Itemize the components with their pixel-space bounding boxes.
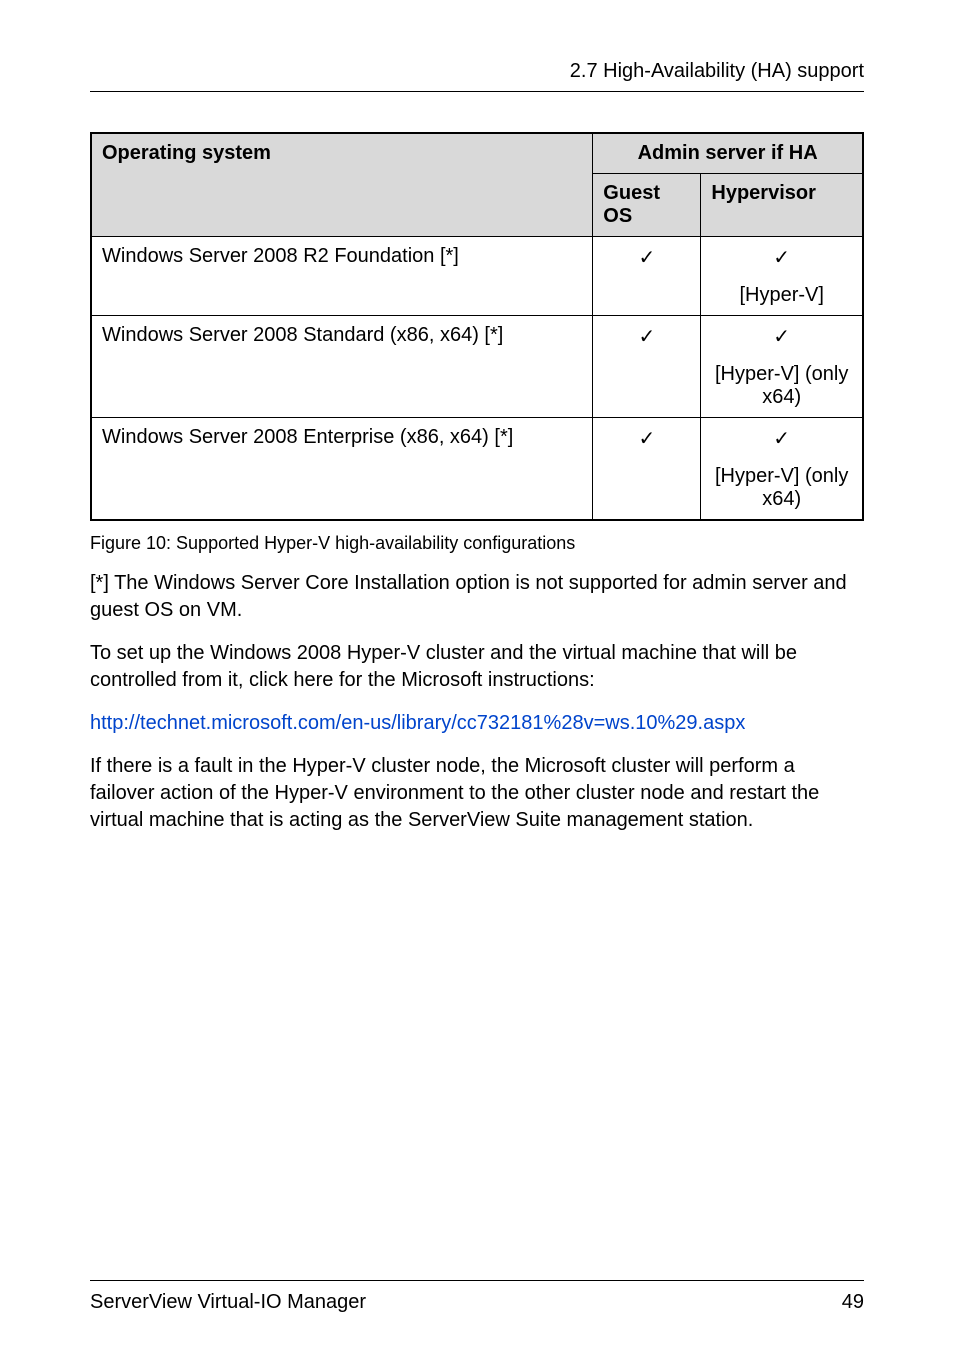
technet-link[interactable]: http://technet.microsoft.com/en-us/libra… xyxy=(90,712,745,734)
section-header: 2.7 High-Availability (HA) support xyxy=(90,60,864,92)
footer-left: ServerView Virtual-IO Manager xyxy=(90,1291,366,1314)
page-container: 2.7 High-Availability (HA) support Opera… xyxy=(0,0,954,1354)
col-header-os: Operating system xyxy=(91,133,593,237)
page-footer: ServerView Virtual-IO Manager 49 xyxy=(90,1280,864,1314)
guest-cell: ✓ xyxy=(593,418,701,521)
os-cell: Windows Server 2008 Standard (x86, x64) … xyxy=(91,316,593,418)
footnote-paragraph: [*] The Windows Server Core Installation… xyxy=(90,570,864,624)
table-row: Windows Server 2008 Enterprise (x86, x64… xyxy=(91,418,863,521)
sub-header-guest: Guest OS xyxy=(593,174,701,237)
os-cell: Windows Server 2008 R2 Foundation [*] xyxy=(91,237,593,316)
guest-cell: ✓ xyxy=(593,316,701,418)
hv-check: ✓ xyxy=(773,324,790,348)
link-paragraph: http://technet.microsoft.com/en-us/libra… xyxy=(90,710,864,737)
table-row: Windows Server 2008 R2 Foundation [*] ✓ … xyxy=(91,237,863,316)
ha-config-table: Operating system Admin server if HA Gues… xyxy=(90,132,864,521)
hv-check: ✓ xyxy=(773,245,790,269)
hypervisor-cell: ✓ [Hyper-V] (only x64) xyxy=(701,418,863,521)
table-header-row-1: Operating system Admin server if HA xyxy=(91,133,863,174)
hv-note: [Hyper-V] xyxy=(711,284,852,307)
content-area: Operating system Admin server if HA Gues… xyxy=(90,92,864,1280)
hv-note: [Hyper-V] (only x64) xyxy=(711,465,852,511)
guest-cell: ✓ xyxy=(593,237,701,316)
failover-paragraph: If there is a fault in the Hyper-V clust… xyxy=(90,753,864,834)
os-cell: Windows Server 2008 Enterprise (x86, x64… xyxy=(91,418,593,521)
instruction-paragraph: To set up the Windows 2008 Hyper-V clust… xyxy=(90,640,864,694)
sub-header-hypervisor: Hypervisor xyxy=(701,174,863,237)
footer-page-number: 49 xyxy=(842,1291,864,1314)
col-header-admin: Admin server if HA xyxy=(593,133,863,174)
table-row: Windows Server 2008 Standard (x86, x64) … xyxy=(91,316,863,418)
figure-caption: Figure 10: Supported Hyper-V high-availa… xyxy=(90,533,864,554)
hv-note: [Hyper-V] (only x64) xyxy=(711,363,852,409)
hv-check: ✓ xyxy=(773,426,790,450)
hypervisor-cell: ✓ [Hyper-V] xyxy=(701,237,863,316)
hypervisor-cell: ✓ [Hyper-V] (only x64) xyxy=(701,316,863,418)
